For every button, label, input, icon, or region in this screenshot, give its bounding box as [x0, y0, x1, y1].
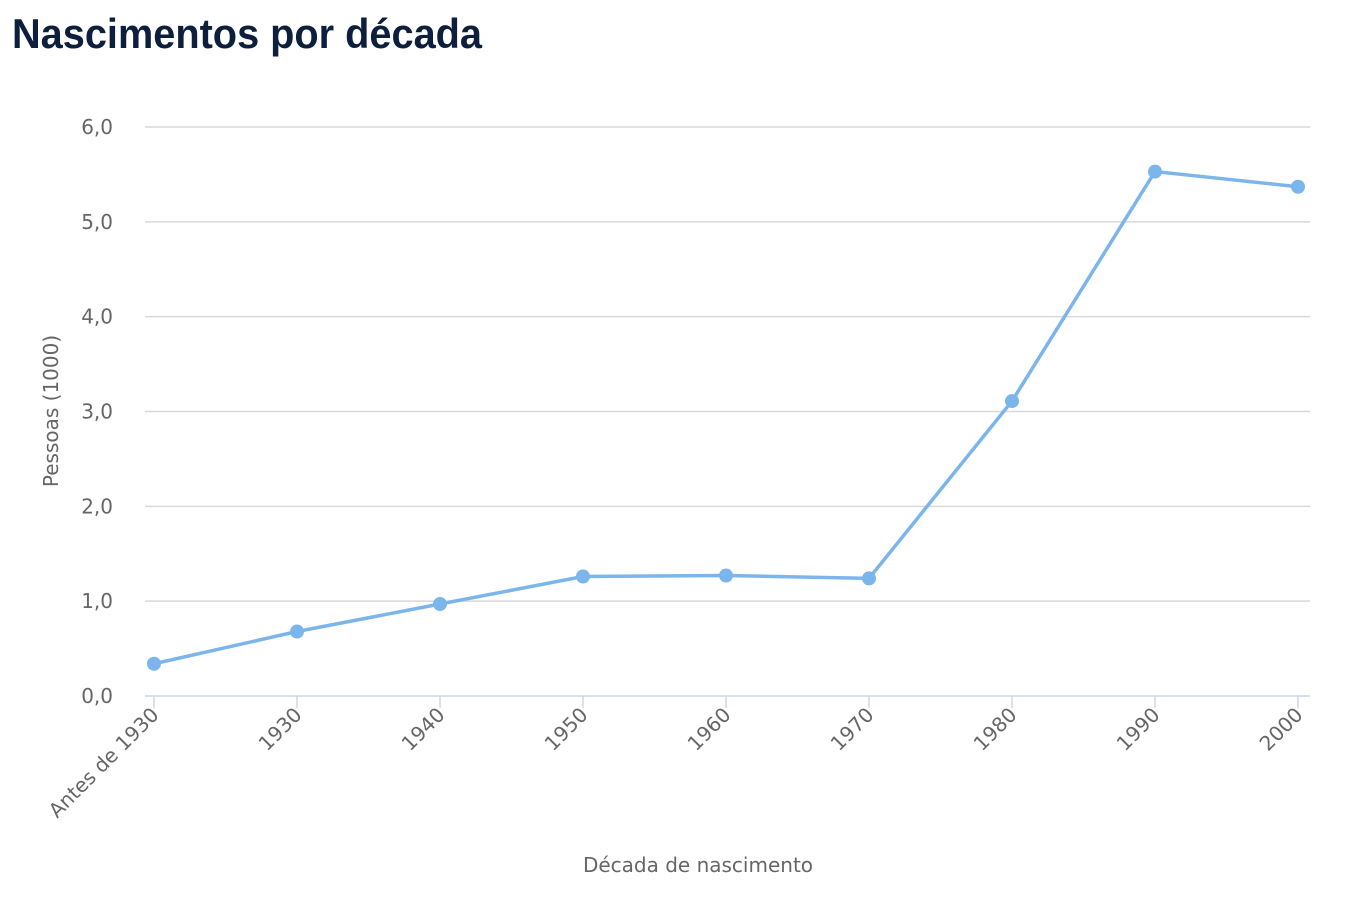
- x-tick-label: 1990: [1112, 703, 1165, 756]
- x-tick-label: 2000: [1255, 703, 1308, 756]
- marker: [1005, 394, 1019, 409]
- x-tick-label: 1960: [683, 703, 736, 756]
- marker: [290, 624, 304, 639]
- y-tick-label: 2,0: [81, 494, 113, 518]
- y-axis-label: Pessoas (1000): [39, 335, 63, 487]
- y-tick-label: 1,0: [81, 589, 113, 613]
- x-axis-label: Década de nascimento: [583, 853, 813, 877]
- y-tick-label: 4,0: [81, 305, 113, 329]
- marker: [1148, 164, 1162, 179]
- x-tick-label: 1930: [254, 703, 307, 756]
- y-tick-label: 6,0: [81, 115, 113, 139]
- marker: [576, 569, 590, 584]
- x-tick-label: 1980: [969, 703, 1022, 756]
- y-tick-label: 3,0: [81, 400, 113, 424]
- y-tick-label: 5,0: [81, 210, 113, 234]
- x-tick-label: 1970: [826, 703, 879, 756]
- x-tick-label: 1940: [397, 703, 450, 756]
- marker: [1291, 179, 1305, 194]
- x-tick-label: Antes de 1930: [44, 703, 164, 823]
- line: [153, 169, 1299, 666]
- chart-title: Nascimentos por década: [12, 10, 483, 57]
- marker: [719, 568, 733, 583]
- marker: [147, 656, 161, 671]
- marker: [862, 571, 876, 586]
- y-tick-label: 0,0: [81, 684, 113, 708]
- marker: [433, 597, 447, 612]
- x-tick-label: 1950: [540, 703, 593, 756]
